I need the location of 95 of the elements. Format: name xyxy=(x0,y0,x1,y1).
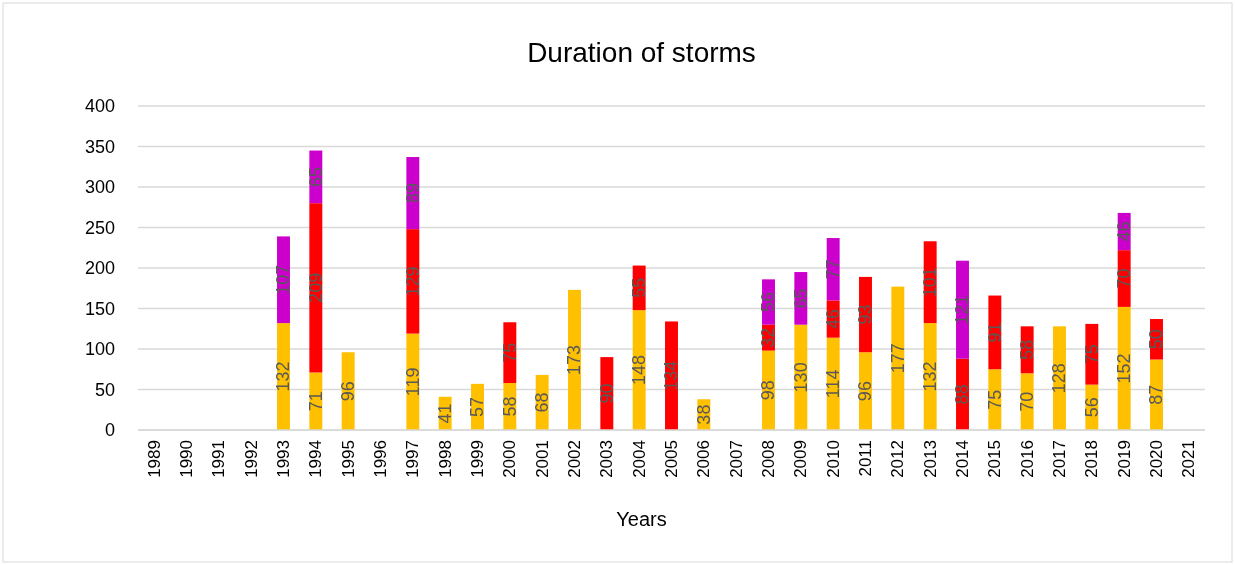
x-tick-label: 2000 xyxy=(500,440,520,478)
data-label: 101 xyxy=(920,267,941,298)
data-label: 75 xyxy=(1081,344,1102,365)
bar xyxy=(891,286,905,430)
data-label: 38 xyxy=(693,404,714,425)
x-tick-label: 2002 xyxy=(565,440,584,478)
data-label: 132 xyxy=(920,361,941,392)
data-label: 57 xyxy=(467,396,488,417)
x-axis-title: Years xyxy=(616,508,667,530)
x-tick-label: 2012 xyxy=(888,440,908,478)
x-tick-label: 2009 xyxy=(791,440,811,478)
data-label: 58 xyxy=(1017,339,1038,360)
data-label: 88 xyxy=(952,384,973,405)
data-label: 70 xyxy=(1017,391,1038,412)
data-label: 50 xyxy=(1146,329,1167,350)
x-tick-label: 2008 xyxy=(759,440,778,478)
data-label: 134 xyxy=(661,360,682,391)
data-label: 177 xyxy=(887,343,908,374)
y-tick-label: 200 xyxy=(84,258,115,278)
data-label: 121 xyxy=(952,294,973,325)
y-tick-label: 150 xyxy=(84,298,115,319)
data-label: 68 xyxy=(532,392,553,413)
x-tick-label: 2010 xyxy=(823,440,843,478)
data-label: 58 xyxy=(499,396,520,417)
x-tick-label: 2003 xyxy=(597,440,617,478)
data-label: 148 xyxy=(629,355,650,386)
x-tick-label: 2011 xyxy=(856,440,875,477)
bar xyxy=(826,238,840,301)
data-label: 70 xyxy=(1114,268,1135,289)
x-tick-label: 2020 xyxy=(1147,440,1166,478)
x-tick-label: 2001 xyxy=(532,440,552,478)
data-label: 32 xyxy=(758,327,779,348)
data-label: 41 xyxy=(435,403,456,424)
data-label: 90 xyxy=(596,383,617,404)
x-tick-label: 2018 xyxy=(1082,440,1102,478)
x-tick-label: 2014 xyxy=(953,440,972,478)
data-label: 56 xyxy=(1081,397,1102,418)
x-tick-label: 2013 xyxy=(920,440,940,478)
x-tick-label: 1996 xyxy=(371,440,390,478)
data-label: 46 xyxy=(1114,221,1135,242)
data-label: 130 xyxy=(790,362,811,393)
data-label: 75 xyxy=(499,342,520,363)
x-tick-label: 2016 xyxy=(1017,440,1037,478)
x-tick-label: 1990 xyxy=(177,440,196,478)
x-tick-label: 1994 xyxy=(306,440,326,478)
x-tick-label: 1999 xyxy=(468,440,487,478)
data-label: 56 xyxy=(758,292,779,313)
x-tick-label: 1989 xyxy=(144,440,164,478)
data-label: 93 xyxy=(855,304,876,325)
x-tick-label: 1998 xyxy=(435,440,455,478)
data-label: 114 xyxy=(823,369,844,399)
x-tick-label: 1997 xyxy=(403,440,423,478)
data-label: 55 xyxy=(629,277,650,298)
x-tick-label: 2021 xyxy=(1179,440,1199,478)
x-tick-label: 1992 xyxy=(241,440,261,478)
data-label: 77 xyxy=(823,259,844,280)
y-tick-label: 100 xyxy=(84,339,115,359)
data-label: 46 xyxy=(823,309,844,330)
data-label: 65 xyxy=(305,166,326,187)
data-label: 96 xyxy=(855,381,876,402)
y-tick-label: 0 xyxy=(104,420,115,440)
data-label: 65 xyxy=(790,288,811,309)
x-tick-label: 2005 xyxy=(662,440,681,478)
chart-title: Duration of storms xyxy=(527,37,756,68)
x-tick-label: 2017 xyxy=(1050,440,1069,478)
data-label: 91 xyxy=(984,322,1005,343)
data-label: 87 xyxy=(1146,384,1167,405)
x-tick-label: 2004 xyxy=(629,440,649,478)
x-tick-label: 2019 xyxy=(1114,440,1134,478)
y-tick-label: 250 xyxy=(84,217,115,238)
data-label: 173 xyxy=(564,344,585,375)
data-label: 98 xyxy=(758,380,779,401)
y-tick-label: 300 xyxy=(84,177,115,197)
data-label: 89 xyxy=(402,183,423,204)
data-label: 129 xyxy=(402,266,423,297)
data-label: 209 xyxy=(305,272,326,303)
data-label: 132 xyxy=(273,361,294,392)
data-label: 128 xyxy=(1049,363,1070,394)
x-tick-label: 2006 xyxy=(694,440,714,478)
data-label: 71 xyxy=(305,391,326,412)
x-tick-label: 1991 xyxy=(209,440,229,478)
x-tick-label: 1995 xyxy=(338,440,358,478)
data-label: 107 xyxy=(273,264,294,295)
data-label: 152 xyxy=(1114,353,1135,384)
data-label: 96 xyxy=(338,381,359,402)
bar xyxy=(309,203,323,373)
x-tick-label: 2015 xyxy=(985,440,1005,478)
y-tick-label: 350 xyxy=(84,136,115,157)
bar xyxy=(568,289,581,430)
x-tick-label: 2007 xyxy=(726,440,746,478)
y-tick-label: 400 xyxy=(84,96,115,116)
y-tick-label: 50 xyxy=(94,379,115,400)
x-tick-label: 1993 xyxy=(274,440,293,478)
data-label: 119 xyxy=(402,367,423,397)
data-label: 75 xyxy=(984,389,1005,410)
